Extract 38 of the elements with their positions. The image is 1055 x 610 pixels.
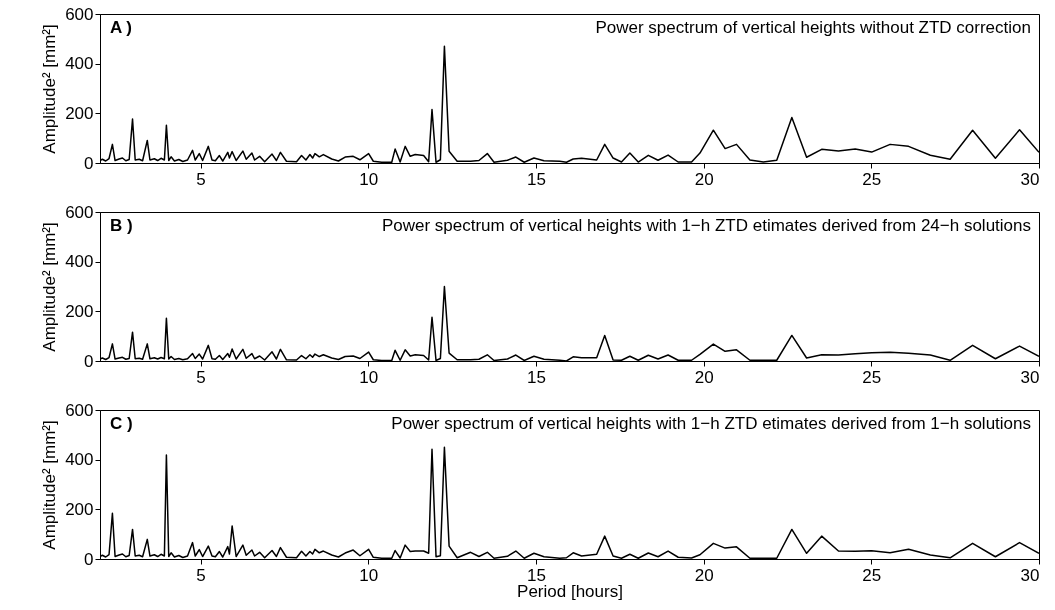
y-tick-label: 200	[65, 499, 94, 519]
y-tick-label: 0	[84, 549, 94, 569]
chart-title: Power spectrum of vertical heights with 1−h ZTD etimates derived from 1−h solutions	[391, 414, 1031, 433]
y-tick-label: 400	[65, 252, 94, 272]
y-axis-title: Amplitude² [mm²]	[40, 420, 60, 550]
x-tick-label: 20	[694, 367, 714, 387]
x-tick-label: 10	[359, 367, 379, 387]
y-tick-label: 200	[65, 301, 94, 321]
y-tick-label: 0	[84, 153, 94, 173]
x-tick-label: 20	[694, 169, 714, 189]
x-tick-label: 10	[359, 169, 379, 189]
x-tick-label: 25	[862, 565, 882, 585]
y-tick-label: 600	[65, 202, 94, 222]
y-tick-label: 400	[65, 450, 94, 470]
x-tick-label: 15	[527, 367, 546, 387]
x-tick-label: 5	[196, 169, 206, 189]
x-tick-label: 30	[1020, 169, 1040, 189]
chart-title: Power spectrum of vertical heights with 1−h ZTD etimates derived from 24−h solutions	[381, 216, 1031, 235]
y-tick-label: 0	[84, 351, 94, 371]
x-tick-label: 20	[694, 565, 714, 585]
y-axis-title: Amplitude² [mm²]	[40, 222, 60, 352]
x-tick-label: 30	[1020, 565, 1040, 585]
x-tick-label: 15	[527, 169, 546, 189]
y-tick-label: 400	[65, 54, 94, 74]
x-tick-label: 25	[862, 367, 882, 387]
chart-title: Power spectrum of vertical heights without ZTD correction	[595, 18, 1031, 37]
x-tick-label: 30	[1020, 367, 1040, 387]
annotation: B )	[110, 216, 133, 235]
x-tick-label: 5	[196, 367, 206, 387]
y-axis-title: Amplitude² [mm²]	[40, 24, 60, 154]
x-tick-label: 25	[862, 169, 882, 189]
x-tick-label: 10	[359, 565, 379, 585]
annotation: C )	[110, 414, 133, 433]
y-tick-label: 600	[65, 4, 94, 24]
x-tick-label: 5	[196, 565, 206, 585]
y-tick-label: 200	[65, 103, 94, 123]
y-tick-label: 600	[65, 400, 94, 420]
annotation: A )	[110, 18, 133, 37]
